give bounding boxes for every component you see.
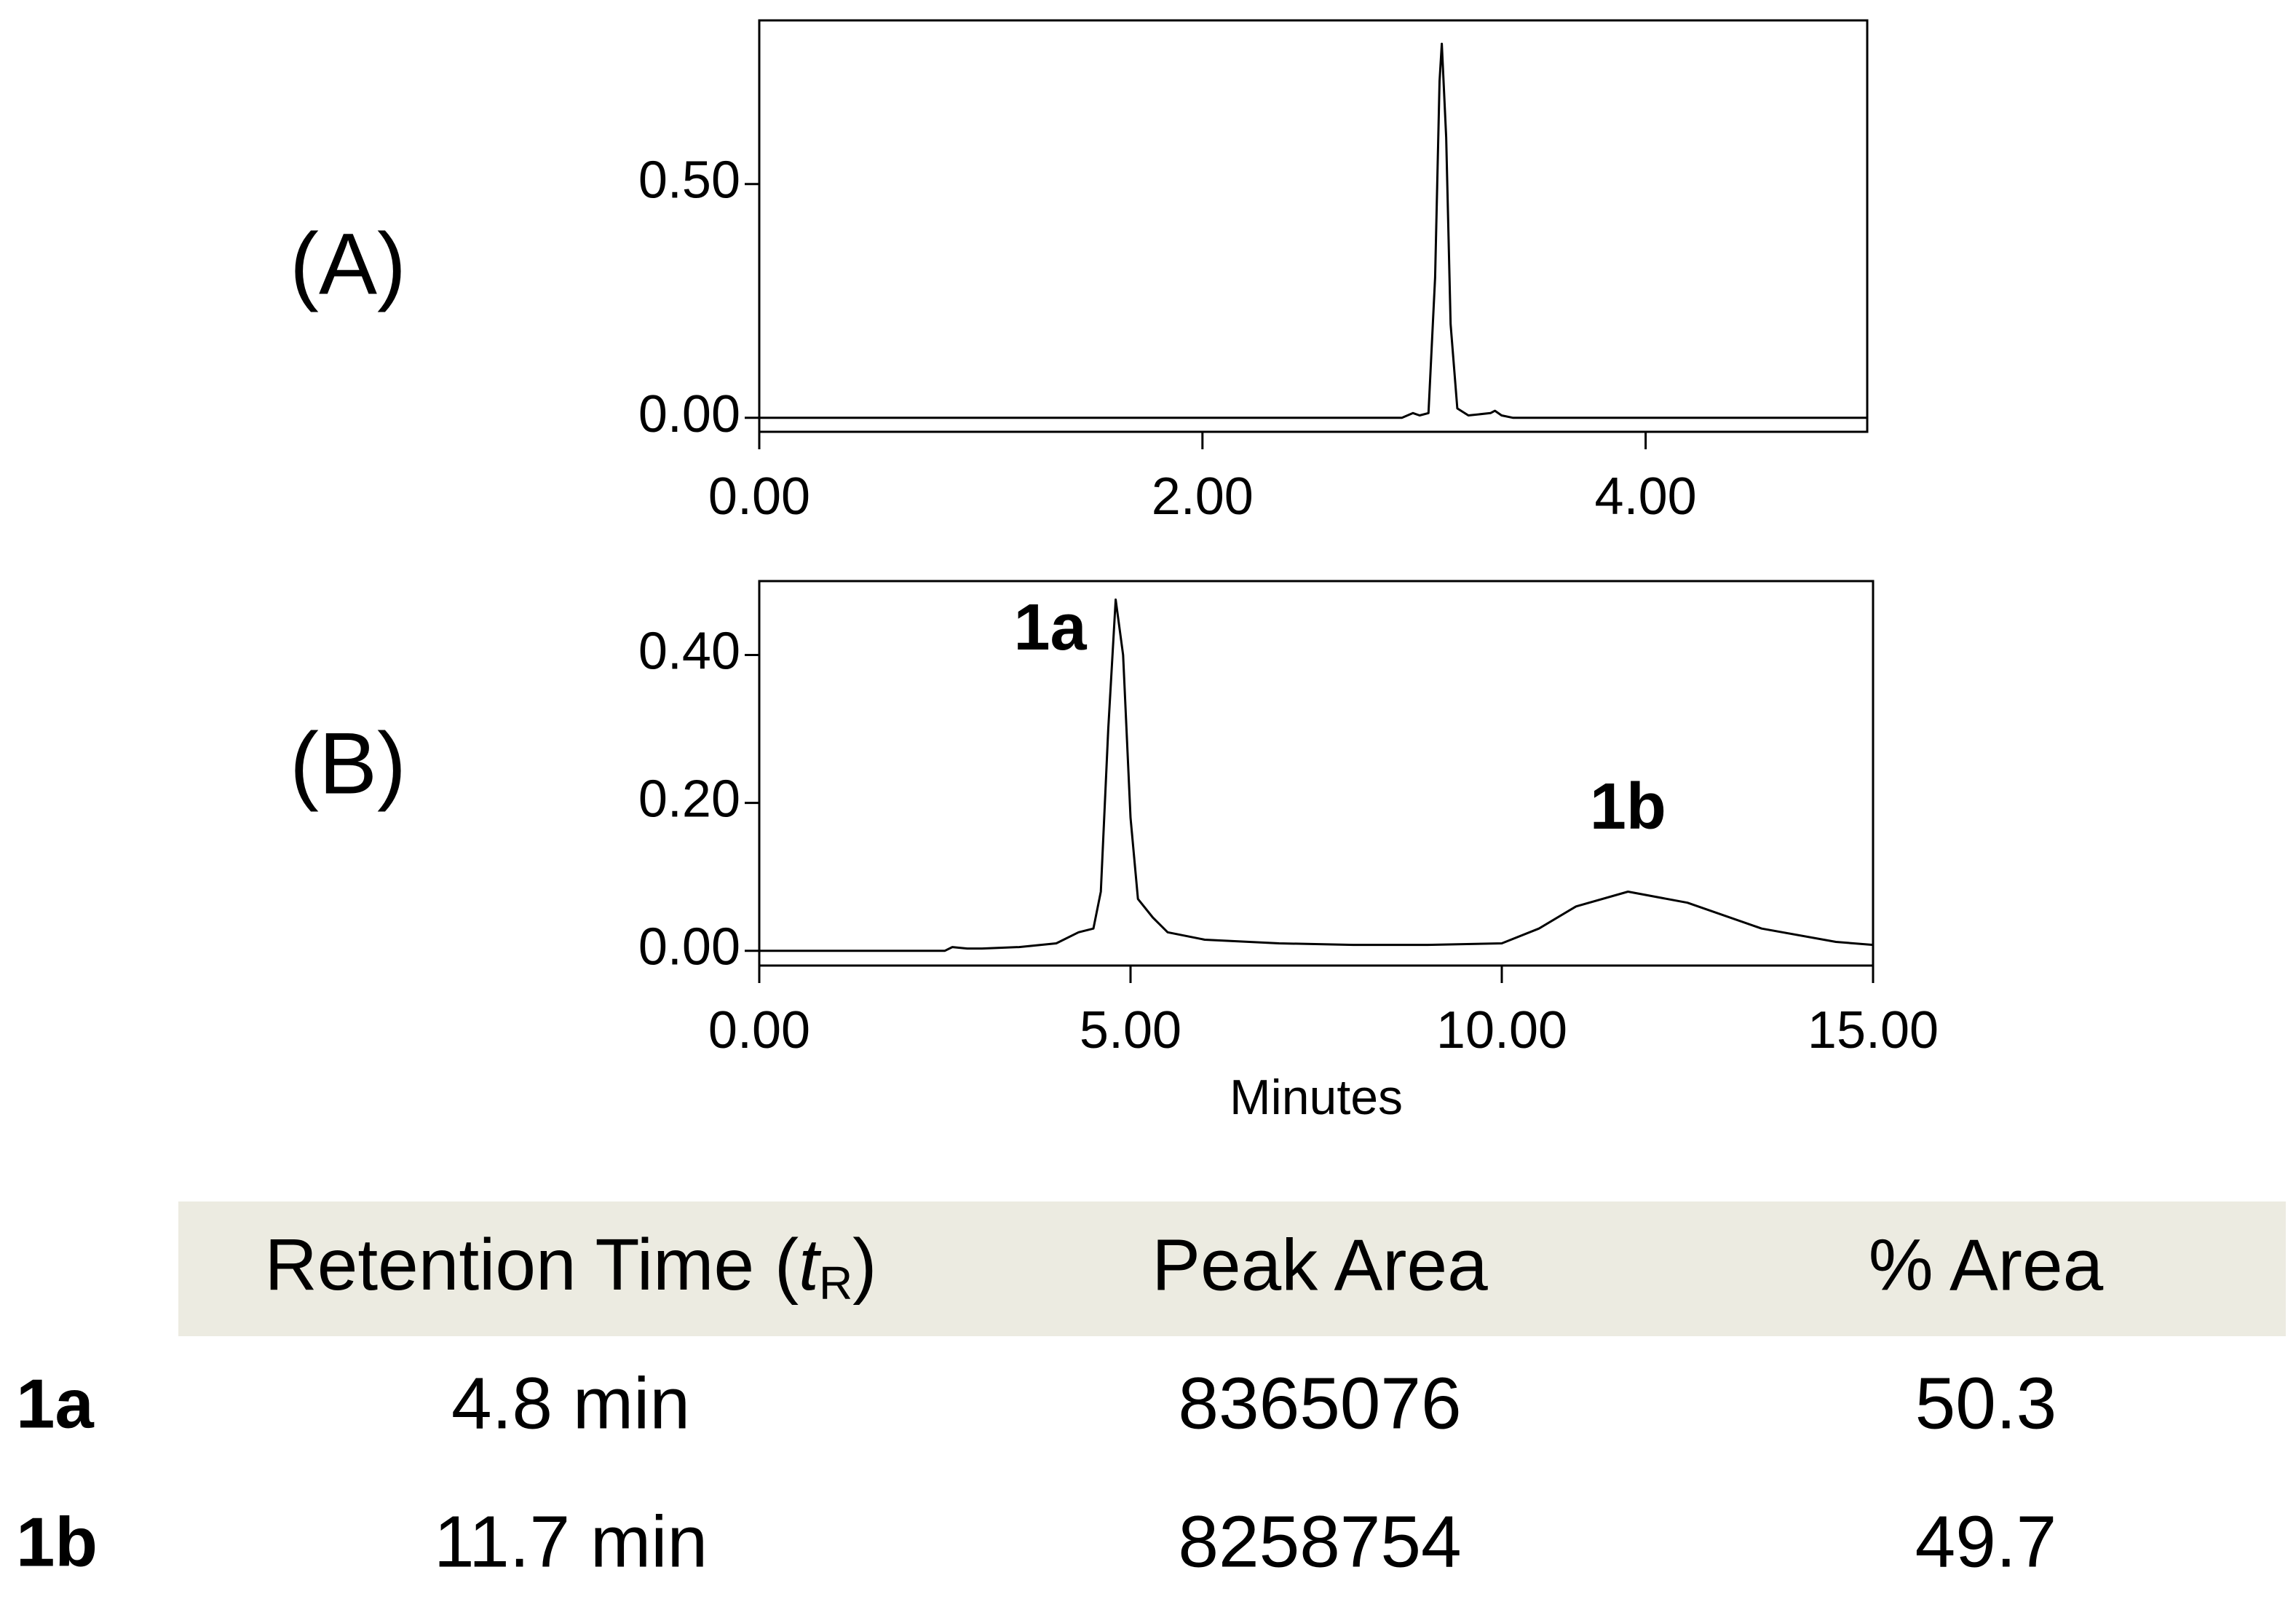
x-tick-label: 4.00 [1595, 467, 1697, 526]
panel-label: (A) [290, 216, 406, 313]
table-header-band [178, 1201, 2286, 1336]
table-header-cell: Retention Time (tR) [265, 1224, 877, 1309]
y-tick-label: 0.00 [638, 385, 740, 443]
peak-annotation: 1a [1013, 591, 1087, 664]
table-header-cell: Peak Area [1152, 1224, 1488, 1306]
x-tick-label: 0.00 [708, 467, 810, 526]
y-tick-label: 0.40 [638, 623, 740, 681]
table-cell: 8365076 [1178, 1362, 1461, 1444]
row-label: 1b [16, 1503, 98, 1581]
plot-frame [758, 580, 1875, 967]
table-header-part: Retention Time ( [265, 1224, 799, 1306]
table-header-part: ) [852, 1224, 876, 1306]
y-tick-label: 0.20 [638, 770, 740, 829]
table-header-cell: % Area [1869, 1224, 2104, 1306]
row-label: 1a [16, 1365, 94, 1443]
table-header-part: R [819, 1257, 852, 1309]
x-tick-label: 2.00 [1152, 467, 1254, 526]
table-cell: 50.3 [1915, 1362, 2057, 1444]
table-header-part: t [799, 1224, 822, 1306]
x-tick-label: 10.00 [1436, 1001, 1567, 1059]
panel-label: (B) [290, 715, 406, 813]
peak-annotation: 1b [1590, 770, 1666, 843]
chromatogram-line [759, 42, 1867, 419]
y-tick-label: 0.50 [638, 151, 740, 210]
plot-frame [758, 19, 1869, 433]
x-tick-label: 0.00 [708, 1001, 810, 1059]
table-cell: 11.7 min [434, 1501, 708, 1582]
x-axis-label: Minutes [1230, 1070, 1403, 1125]
y-tick-label: 0.00 [638, 918, 740, 976]
table-cell: 4.8 min [451, 1362, 690, 1444]
table-cell: 8258754 [1178, 1501, 1461, 1582]
x-tick-label: 5.00 [1080, 1001, 1181, 1059]
table-cell: 49.7 [1915, 1501, 2057, 1582]
x-tick-label: 15.00 [1808, 1001, 1939, 1059]
chromatogram-line [759, 598, 1874, 952]
